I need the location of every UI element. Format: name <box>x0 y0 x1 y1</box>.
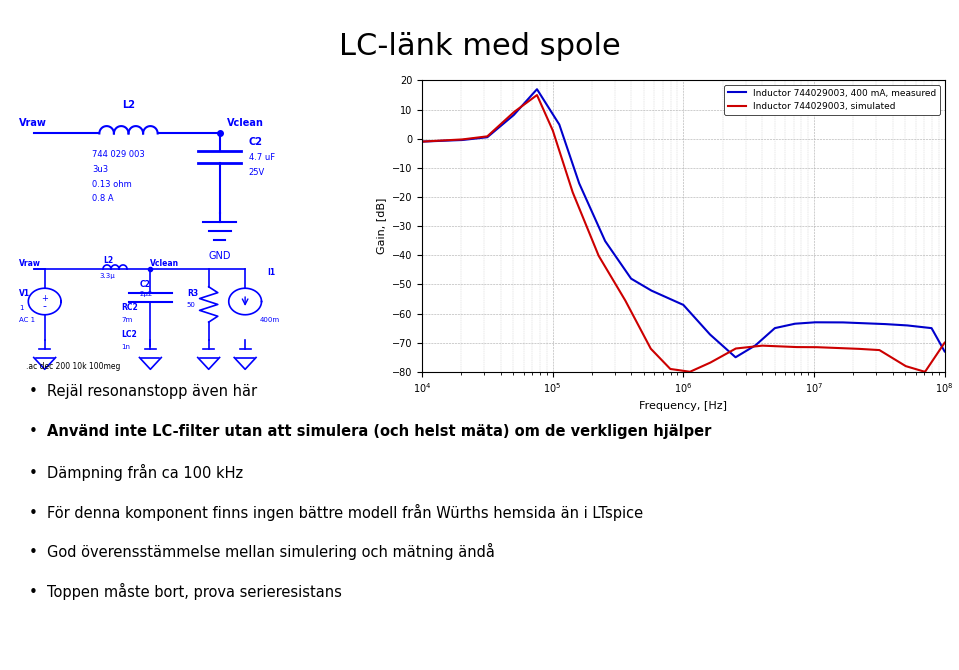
Text: R3: R3 <box>187 289 198 297</box>
Text: Vclean: Vclean <box>227 117 264 127</box>
Text: C2: C2 <box>248 137 263 147</box>
Text: C2: C2 <box>139 280 151 289</box>
Text: 3u3: 3u3 <box>92 165 108 174</box>
Text: 3.3µ: 3.3µ <box>100 273 115 279</box>
Text: .ac dec 200 10k 100meg: .ac dec 200 10k 100meg <box>27 362 121 371</box>
Text: •: • <box>29 506 37 521</box>
Text: LC2: LC2 <box>121 330 137 339</box>
Text: V1: V1 <box>19 289 31 297</box>
Text: 0.13 ohm: 0.13 ohm <box>92 180 131 188</box>
Text: Använd inte LC-filter utan att simulera (och helst mäta) om de verkligen hjälper: Använd inte LC-filter utan att simulera … <box>47 423 712 439</box>
Text: L2: L2 <box>122 100 135 110</box>
Text: Per Magnusson: Per Magnusson <box>14 642 109 655</box>
Text: •: • <box>29 384 37 399</box>
X-axis label: Frequency, [Hz]: Frequency, [Hz] <box>640 401 727 411</box>
Legend: Inductor 744029003, 400 mA, measured, Inductor 744029003, simulated: Inductor 744029003, 400 mA, measured, In… <box>724 85 940 115</box>
Text: RC2: RC2 <box>121 304 138 312</box>
Text: •: • <box>29 423 37 439</box>
Text: 744 029 003: 744 029 003 <box>92 150 145 159</box>
Text: +: + <box>41 294 48 303</box>
Text: 0.8 A: 0.8 A <box>92 194 114 203</box>
Text: •: • <box>29 466 37 481</box>
Text: 12: 12 <box>472 642 487 655</box>
Text: 25V: 25V <box>248 168 265 177</box>
Text: GND: GND <box>208 251 231 261</box>
Text: LC-länk med spole: LC-länk med spole <box>339 32 620 62</box>
Text: •: • <box>29 586 37 600</box>
Text: 4.7 uF: 4.7 uF <box>248 153 275 162</box>
Text: 50: 50 <box>187 302 196 308</box>
Y-axis label: Gain, [dB]: Gain, [dB] <box>376 198 386 255</box>
Text: 7m: 7m <box>121 317 132 323</box>
Text: ╱ SP Devices: ╱ SP Devices <box>834 640 933 657</box>
Text: För denna komponent finns ingen bättre modell från Würths hemsida än i LTspice: För denna komponent finns ingen bättre m… <box>47 504 643 521</box>
Text: Dämpning från ca 100 kHz: Dämpning från ca 100 kHz <box>47 464 243 481</box>
Text: 1: 1 <box>19 306 24 312</box>
Text: I1: I1 <box>267 268 275 277</box>
Text: L2: L2 <box>103 256 113 265</box>
Text: •: • <box>29 545 37 560</box>
Text: Vraw: Vraw <box>19 117 47 127</box>
Text: 1n: 1n <box>121 344 130 350</box>
Text: 2µ2: 2µ2 <box>139 291 152 297</box>
Text: Vraw: Vraw <box>19 259 41 268</box>
Text: Vclean: Vclean <box>151 259 179 268</box>
Text: God överensstämmelse mellan simulering och mätning ändå: God överensstämmelse mellan simulering o… <box>47 543 495 560</box>
Text: AC 1: AC 1 <box>19 317 35 323</box>
Text: 400m: 400m <box>260 317 280 323</box>
Text: Toppen måste bort, prova serieresistans: Toppen måste bort, prova serieresistans <box>47 584 341 600</box>
Text: Rejäl resonanstopp även här: Rejäl resonanstopp även här <box>47 384 257 399</box>
Text: -: - <box>43 301 47 311</box>
